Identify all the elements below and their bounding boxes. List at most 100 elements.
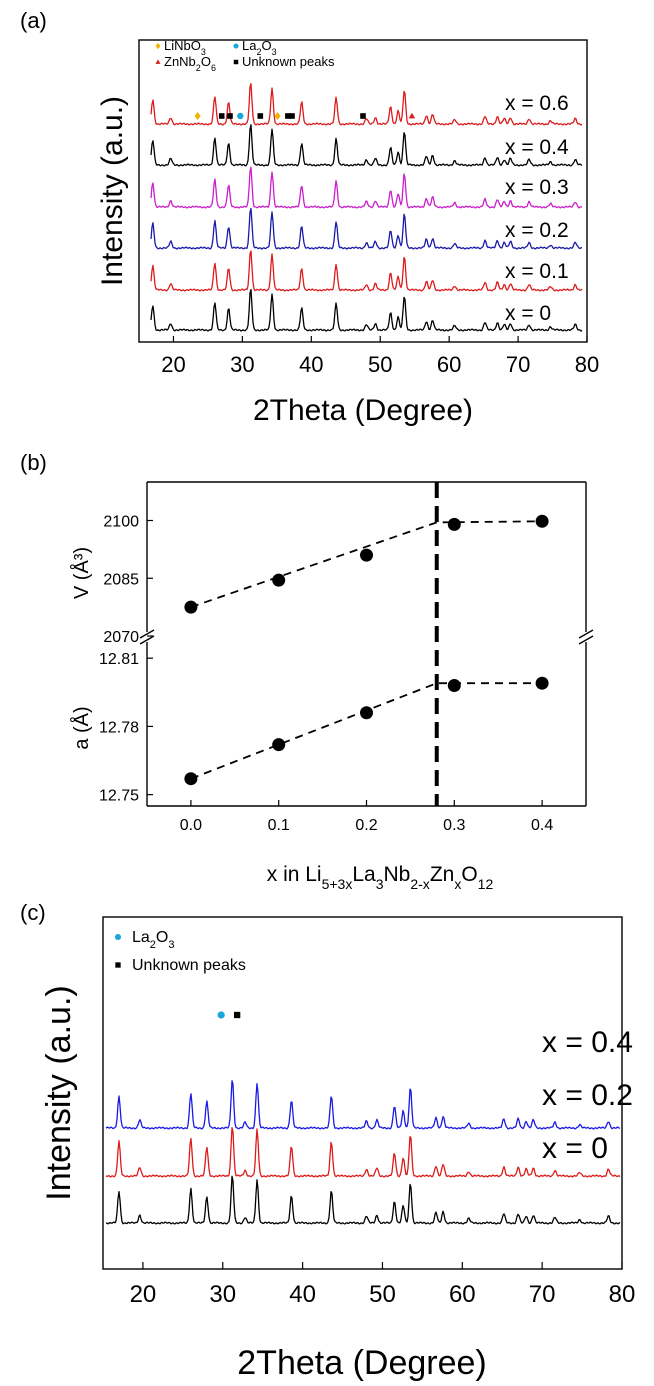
panel-b-axis-break-left [139,629,155,639]
panel-b-bottom-y-tick-label: 12.75 [99,788,139,805]
panel-b-bottom-y-tick-label: 12.81 [99,651,139,668]
panel-a-series-label: x = 0.6 [505,92,569,115]
panel-c: (c) x = 0 x = 0.2 x = 0.4 La2O3 Unknown pea… [20,900,635,1382]
panel-a-x-tick-label: 80 [575,352,599,377]
panel-b: (b) 2070 2085 2100 12.75 12.78 12.81 0.0 0.1 0.2… [20,450,594,892]
panel-b-x-axis-label: x in Li5+3xLa3Nb2-xZnxO12 [267,863,494,892]
panel-a-x-tick-label: 60 [437,352,461,377]
panel-c-x-tick-label: 50 [369,1281,396,1308]
panel-b-bottom-fit-line [190,682,543,780]
panel-c-x-ticks: 20 30 40 50 60 70 80 [130,1262,636,1308]
panel-c-x-tick-label: 20 [130,1281,157,1308]
panel-a-legend-marker [155,59,161,64]
panel-c-x-axis-label: 2Theta (Degree) [237,1344,486,1382]
panel-b-top-point [535,514,549,528]
panel-b-bottom-point [535,676,549,690]
panel-a-legend-label: LiNbO3 [164,38,206,57]
panel-a-trace [150,166,583,209]
panel-a-legend: LiNbO3 La2O3 ZnNb2O6 Unknown peaks [155,38,335,73]
panel-b-bottom-y-tick-label: 12.78 [99,719,139,736]
panel-c-x-tick-label: 30 [209,1281,236,1308]
panel-a-series-label: x = 0.4 [505,136,569,159]
panel-a-x-tick-label: 50 [368,352,392,377]
panel-b-top-y-tick-label: 2100 [103,514,139,531]
panel-b-axis-break-right [578,629,594,639]
panel-a-legend-marker [155,42,161,50]
panel-c-trace [105,1126,621,1178]
panel-a-phase-marker [274,112,281,120]
panel-b-axis-break-right [578,635,594,645]
panel-a-phase-marker [218,113,225,119]
panel-b-x-tick-label: 0.3 [443,817,465,834]
panel-b-ticks: 2070 2085 2100 12.75 12.78 12.81 0.0 0.1 0.2 0.3 0… [99,514,553,835]
panel-b-bottom-point [272,738,286,752]
panel-b-axis-break-left [139,635,155,645]
panel-a-phase-marker [289,113,295,119]
panel-a: (a) x = 0x = 0.1x = 0.2x = 0.3x = 0.4x =… [20,8,599,427]
panel-a-series-label: x = 0 [505,302,551,325]
panel-a-series-label: x = 0.3 [505,176,569,199]
panel-c-x-tick-label: 40 [289,1281,316,1308]
panel-c-x-tick-label: 80 [609,1281,636,1308]
panel-c-phase-marker [233,1011,241,1019]
panel-c-label: (c) [20,900,46,925]
panel-a-trace [150,124,583,167]
panel-b-bottom-point [447,678,461,692]
panel-a-phase-marker [285,113,291,119]
panel-b-bottom-y-axis-label: a (Å) [70,706,93,749]
panel-a-phase-marker [257,113,264,119]
panel-a-phase-marker [227,113,233,119]
panel-b-frame [139,481,594,807]
panel-b-top-y-tick-label: 2085 [103,571,139,588]
panel-a-x-tick-label: 70 [506,352,530,377]
panel-c-phase-markers [217,1011,241,1019]
panel-a-x-tick-label: 40 [299,352,323,377]
panel-c-series-label: x = 0.4 [542,1026,633,1059]
panel-c-series-label: x = 0.2 [542,1079,633,1112]
panel-c-phase-marker [217,1011,225,1019]
panel-a-phase-marker [237,112,244,120]
panel-b-x-tick-label: 0.4 [531,817,553,834]
panel-c-frame [102,916,623,1270]
panel-a-x-tick-label: 20 [161,352,185,377]
panel-a-trace [150,288,583,332]
panel-b-bottom-point [184,772,198,786]
panel-a-trace [150,207,583,250]
panel-a-legend-label: Unknown peaks [242,54,335,69]
panel-b-top-point [184,600,198,614]
panel-c-traces: x = 0 x = 0.2 x = 0.4 [105,1026,633,1225]
panel-a-phase-marker [194,112,201,120]
panel-a-legend-label: ZnNb2O6 [164,54,216,73]
panel-a-x-tick-label: 30 [230,352,254,377]
panel-a-trace [150,83,583,126]
panel-c-legend: La2O3 Unknown peaks [114,929,246,974]
panel-c-legend-label: La2O3 [132,929,175,951]
panel-b-content [184,482,549,806]
panel-c-legend-marker [114,933,122,941]
panel-a-traces: x = 0 x = 0.1 x = 0.2 x = 0.3 x = 0.4 x = 0.6 [150,83,583,332]
panel-a-legend-marker [233,43,239,49]
panel-c-x-tick-label: 60 [449,1281,476,1308]
panel-a-trace [150,250,583,292]
panel-c-trace [105,1175,621,1225]
panel-a-series-label: x = 0.2 [505,219,569,242]
panel-b-top-y-axis-label: V (Å³) [70,547,93,599]
panel-b-x-tick-label: 0.1 [268,817,290,834]
panel-c-legend-marker [115,962,121,968]
panel-a-x-ticks: 20 30 40 50 60 70 80 [161,336,599,377]
panel-b-top-point [447,517,461,531]
panel-b-top-point [360,548,373,562]
panel-c-trace [105,1080,621,1130]
panel-a-y-axis-label: Intensity (a.u.) [96,96,129,286]
panel-c-legend-label: Unknown peaks [132,957,246,974]
panel-a-phase-markers [194,112,416,120]
panel-a-label: (a) [20,8,47,33]
panel-b-top-fit-line [190,520,543,608]
panel-c-x-tick-label: 70 [529,1281,556,1308]
panel-a-frame [138,39,588,343]
panel-b-top-y-tick-label: 2070 [103,629,139,646]
panel-a-phase-marker [408,112,416,119]
panel-a-series-label: x = 0.1 [505,260,569,283]
panel-a-phase-marker [360,113,366,119]
